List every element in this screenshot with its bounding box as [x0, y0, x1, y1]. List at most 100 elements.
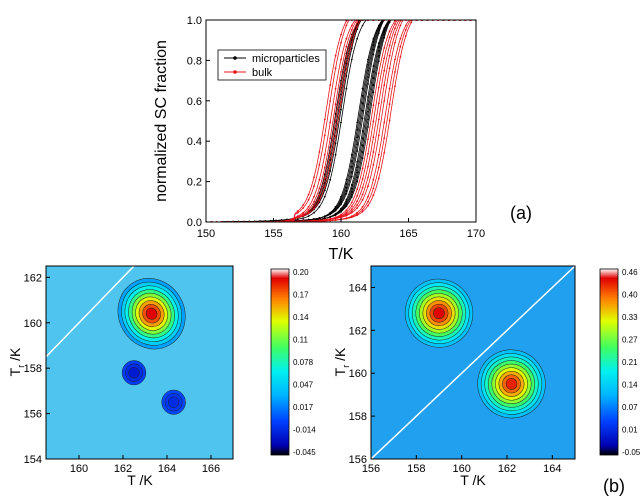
series-microparticles-point	[361, 102, 364, 105]
series-bulk-point	[372, 151, 375, 153]
series-bulk-point	[323, 153, 326, 156]
series-bulk-point	[350, 211, 353, 214]
x-tick-label: 164	[543, 463, 561, 475]
series-microparticles-point	[334, 113, 337, 115]
series-microparticles-point	[356, 160, 359, 163]
series-bulk-point	[350, 216, 353, 219]
series-bulk-point	[350, 28, 353, 31]
series-microparticles-point	[334, 128, 337, 130]
series-microparticles-point	[372, 65, 375, 67]
series-bulk-point	[323, 166, 326, 169]
series-bulk-point	[383, 69, 386, 72]
panel-b: 160 162 164 166 154 156 158 160 162 0.20 0.17 0.14…	[7, 265, 316, 488]
series-bulk-point	[367, 152, 369, 155]
series-bulk-point	[350, 43, 353, 45]
series-microparticles-point	[334, 214, 337, 217]
series-microparticles-point	[361, 144, 364, 147]
series-bulk-point	[388, 44, 391, 47]
series-microparticles-point	[345, 87, 348, 90]
series-microparticles-point	[345, 62, 348, 65]
series-microparticles-point	[356, 143, 359, 146]
series-bulk-point	[356, 21, 359, 24]
x-tick-label: 166	[202, 463, 220, 475]
colorbar-tick-label: 0.33	[622, 313, 638, 322]
series-bulk-point	[345, 209, 348, 212]
y-tick-label: 154	[24, 454, 42, 466]
series-bulk-point	[334, 54, 337, 57]
series-bulk-point	[383, 121, 386, 124]
series-microparticles-point	[350, 171, 353, 173]
panel-c-colorbar	[599, 268, 619, 456]
series-bulk-point	[318, 151, 321, 153]
series-bulk-point	[388, 103, 391, 106]
series-microparticles-point	[350, 153, 353, 156]
series-microparticles-point	[345, 183, 348, 185]
series-microparticles-point	[334, 142, 337, 145]
series-microparticles-point	[377, 60, 380, 62]
y-tick-label: 1.0	[187, 15, 202, 27]
c-contour-0-8	[433, 307, 445, 320]
series-bulk-point	[388, 54, 391, 57]
series-bulk-point	[318, 178, 321, 181]
series-microparticles-point	[361, 94, 364, 97]
y-tick-label: 0.4	[187, 136, 202, 148]
series-bulk-point	[323, 134, 326, 137]
series-microparticles-point	[361, 109, 364, 112]
b-contour-2-2	[168, 396, 180, 408]
series-microparticles-point	[323, 189, 326, 192]
colorbar-tick-label: 0.047	[293, 381, 314, 390]
panel-a-label: (a)	[510, 203, 532, 223]
series-microparticles-point	[372, 91, 375, 94]
series-bulk-point	[340, 71, 342, 73]
series-microparticles-point	[372, 71, 375, 73]
series-bulk-point	[302, 211, 305, 214]
series-microparticles-point	[350, 183, 353, 186]
series-microparticles-point	[323, 195, 326, 198]
series-bulk-point	[345, 68, 348, 71]
series-bulk-point	[307, 205, 310, 208]
series-bulk-point	[302, 207, 305, 209]
series-bulk-point	[313, 204, 315, 207]
series-bulk-point	[361, 205, 364, 208]
series-bulk-point	[350, 201, 353, 204]
panel-b-colorbar	[270, 268, 290, 456]
colorbar-tick-label: 0.14	[293, 313, 309, 322]
series-microparticles-point	[340, 93, 342, 96]
series-microparticles-point	[367, 76, 369, 78]
series-bulk-point	[356, 200, 359, 203]
panel-c-frame	[370, 265, 576, 460]
series-microparticles-point	[329, 159, 332, 161]
series-microparticles-point	[361, 137, 364, 140]
series-bulk-point	[377, 86, 380, 89]
series-bulk-point	[356, 204, 359, 206]
series-bulk-point	[323, 186, 326, 188]
series-microparticles-point	[356, 171, 359, 174]
panel-c-ylabel: Tr /K	[332, 347, 351, 376]
y-tick-label: 0.2	[187, 177, 202, 189]
series-microparticles-point	[356, 180, 359, 183]
y-tick-label: 160	[349, 368, 367, 380]
series-bulk-point	[334, 67, 337, 70]
y-tick-label: 162	[24, 272, 42, 284]
x-tick-label: 162	[114, 463, 132, 475]
series-bulk-point	[329, 84, 332, 87]
colorbar-tick-label: -0.045	[293, 448, 316, 457]
series-bulk-point	[377, 118, 380, 121]
x-tick-label: 160	[70, 463, 88, 475]
series-bulk-point	[340, 101, 342, 103]
colorbar-tick-label: 0.017	[293, 403, 314, 412]
y-tick-label: 0.8	[187, 55, 202, 67]
series-bulk-point	[340, 33, 342, 36]
series-microparticles-point	[361, 87, 364, 90]
colorbar-tick-label: 0.27	[622, 336, 638, 345]
series-bulk-point	[372, 187, 375, 190]
x-tick-label: 160	[452, 463, 470, 475]
series-bulk-point	[345, 56, 348, 58]
colorbar-tick-label: 0.21	[622, 358, 638, 367]
series-microparticles-point	[340, 210, 342, 213]
series-bulk-point	[383, 57, 386, 60]
colorbar-tick-label: 0.40	[622, 291, 638, 300]
series-bulk-point	[318, 199, 321, 202]
x-tick-label: 160	[332, 228, 350, 240]
x-tick-label: 165	[399, 228, 417, 240]
